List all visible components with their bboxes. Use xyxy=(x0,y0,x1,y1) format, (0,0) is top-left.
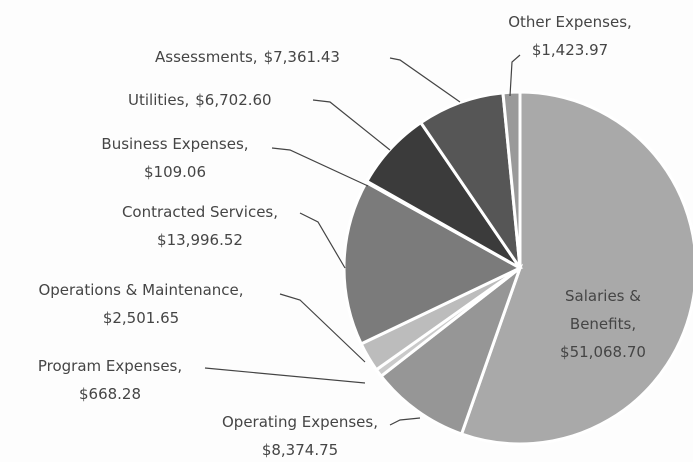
pie-slice xyxy=(379,263,524,436)
leader-line xyxy=(312,99,391,151)
leader-line xyxy=(389,57,461,103)
value-label: $6,702.60 xyxy=(195,91,272,109)
slice-label: Contracted Services $13,996.52 xyxy=(100,198,300,254)
category-label: Assessments xyxy=(155,48,258,66)
slice-label: Operating Expenses $8,374.75 xyxy=(215,408,385,462)
leader-line xyxy=(279,293,366,363)
slice-label: Business Expenses $109.06 xyxy=(80,130,270,186)
pie-slice xyxy=(501,90,522,269)
value-label: $2,501.65 xyxy=(102,309,180,327)
slice-label: Assessments $7,361.43 xyxy=(155,43,340,71)
value-label: $51,068.70 xyxy=(560,343,646,361)
value-label: $1,423.97 xyxy=(531,41,609,59)
category-label: Program Expenses xyxy=(38,357,182,375)
category-label: Operations & Maintenance xyxy=(38,281,243,299)
leader-line xyxy=(271,147,369,187)
pie-slice xyxy=(459,90,693,446)
slice-label: Other Expenses $1,423.97 xyxy=(500,8,640,64)
pie-slice xyxy=(342,180,524,346)
value-label: $8,374.75 xyxy=(261,441,339,459)
category-label: Operating Expenses xyxy=(222,413,378,431)
value-label: $7,361.43 xyxy=(263,48,340,66)
leader-line xyxy=(389,417,421,426)
category-label: Business Expenses xyxy=(101,135,248,153)
leader-line xyxy=(204,367,366,384)
value-label: $109.06 xyxy=(143,163,207,181)
category-label: Other Expenses xyxy=(508,13,632,31)
category-label: Utilities xyxy=(128,91,189,109)
value-label: $668.28 xyxy=(78,385,142,403)
leader-line xyxy=(299,212,346,269)
value-label: $13,996.52 xyxy=(157,231,243,249)
slice-label: Operations & Maintenance $2,501.65 xyxy=(5,276,277,332)
category-label: Contracted Services xyxy=(122,203,278,221)
slice-label: Salaries & Benefits $51,068.70 xyxy=(548,282,658,366)
leader-line xyxy=(509,54,521,97)
slice-label: Program Expenses $668.28 xyxy=(20,352,200,408)
slice-label: Utilities $6,702.60 xyxy=(128,86,272,114)
category-label: Salaries & Benefits xyxy=(565,287,641,333)
